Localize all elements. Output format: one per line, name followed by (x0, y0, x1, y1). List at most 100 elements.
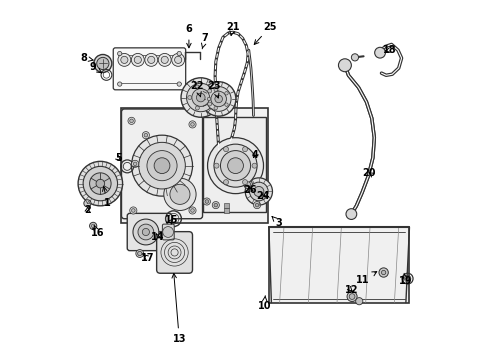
Circle shape (97, 57, 109, 69)
Circle shape (158, 53, 171, 66)
Circle shape (181, 78, 220, 117)
Text: 15: 15 (165, 215, 179, 225)
Circle shape (144, 53, 158, 66)
Circle shape (210, 91, 226, 107)
Circle shape (83, 166, 117, 201)
Circle shape (207, 97, 210, 101)
Circle shape (242, 147, 247, 152)
Circle shape (223, 180, 228, 185)
Circle shape (174, 56, 182, 63)
Circle shape (161, 56, 168, 63)
Text: 8: 8 (80, 53, 93, 63)
Text: 17: 17 (141, 253, 154, 263)
Circle shape (186, 83, 215, 112)
Circle shape (131, 135, 192, 196)
Circle shape (348, 294, 354, 300)
Circle shape (214, 107, 217, 110)
Text: 10: 10 (257, 296, 270, 311)
Text: 2: 2 (84, 206, 91, 216)
Circle shape (346, 292, 356, 302)
Text: 24: 24 (256, 191, 269, 201)
Text: 26: 26 (243, 185, 257, 195)
Text: 4: 4 (251, 150, 258, 160)
Circle shape (131, 209, 135, 212)
Circle shape (374, 47, 385, 58)
Circle shape (188, 207, 196, 214)
Circle shape (177, 82, 181, 86)
Text: 22: 22 (190, 81, 203, 97)
Circle shape (188, 121, 196, 128)
Circle shape (245, 182, 250, 187)
Circle shape (203, 198, 210, 205)
Circle shape (206, 86, 231, 111)
Circle shape (249, 182, 267, 201)
FancyBboxPatch shape (121, 109, 202, 219)
Circle shape (137, 251, 142, 256)
Text: 23: 23 (207, 81, 220, 98)
Circle shape (117, 51, 122, 56)
Text: 19: 19 (398, 273, 412, 286)
Circle shape (190, 209, 194, 212)
Circle shape (253, 186, 264, 197)
Circle shape (142, 228, 149, 235)
Text: 7: 7 (201, 33, 208, 49)
Circle shape (223, 147, 228, 152)
Text: 3: 3 (271, 217, 282, 228)
Circle shape (139, 142, 185, 189)
Text: 16: 16 (91, 225, 104, 238)
Text: 25: 25 (254, 22, 277, 44)
Circle shape (224, 103, 228, 106)
Text: 1: 1 (102, 186, 111, 208)
Circle shape (78, 161, 122, 206)
Circle shape (214, 88, 217, 91)
Circle shape (138, 224, 153, 240)
Circle shape (242, 180, 247, 185)
Circle shape (131, 160, 139, 167)
Text: 12: 12 (344, 285, 357, 296)
Circle shape (136, 249, 143, 257)
Circle shape (214, 144, 257, 187)
Circle shape (144, 134, 147, 137)
Circle shape (177, 51, 181, 56)
Circle shape (118, 53, 131, 66)
Circle shape (133, 162, 137, 166)
Circle shape (142, 132, 149, 139)
Circle shape (89, 222, 97, 229)
Circle shape (131, 53, 144, 66)
Circle shape (147, 150, 177, 181)
Circle shape (117, 82, 122, 86)
Circle shape (91, 224, 95, 228)
Circle shape (133, 219, 159, 245)
Circle shape (227, 158, 243, 174)
Circle shape (244, 180, 252, 189)
Circle shape (128, 117, 135, 125)
Bar (121, 108, 267, 223)
Circle shape (204, 200, 208, 203)
Text: 13: 13 (172, 274, 185, 343)
Circle shape (355, 298, 362, 305)
Text: 11: 11 (355, 271, 376, 285)
Circle shape (207, 89, 211, 93)
Circle shape (129, 207, 137, 214)
Circle shape (147, 56, 155, 63)
Circle shape (169, 184, 190, 204)
Circle shape (224, 91, 228, 95)
Circle shape (244, 178, 272, 205)
Circle shape (154, 158, 169, 174)
Circle shape (346, 209, 356, 220)
Circle shape (187, 95, 191, 99)
Circle shape (207, 102, 211, 106)
Circle shape (171, 53, 184, 66)
Circle shape (94, 54, 112, 72)
Text: 6: 6 (185, 24, 192, 48)
Text: 18: 18 (382, 45, 396, 55)
Circle shape (201, 82, 235, 116)
Circle shape (163, 226, 173, 237)
Circle shape (212, 202, 219, 209)
Circle shape (83, 200, 91, 207)
Circle shape (338, 59, 351, 72)
Circle shape (134, 56, 141, 63)
Bar (203, 117, 265, 212)
Polygon shape (268, 227, 408, 303)
Circle shape (255, 203, 258, 207)
